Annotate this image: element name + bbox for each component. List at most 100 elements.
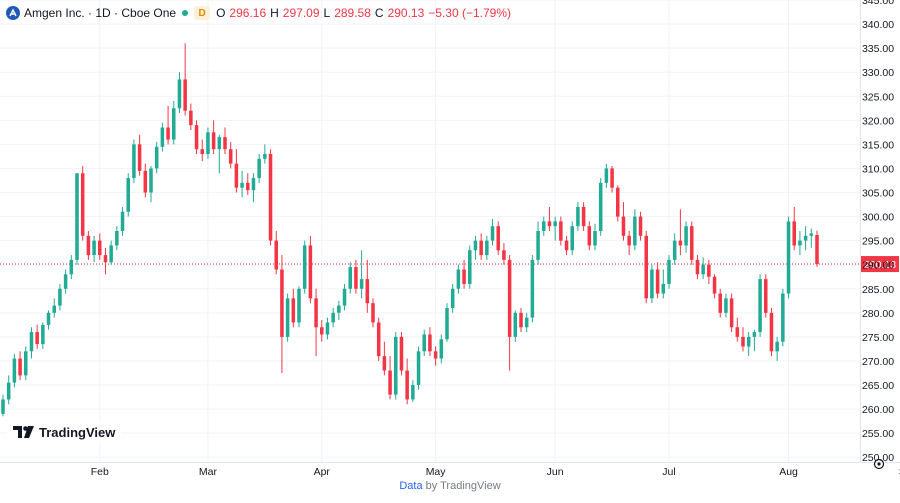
- grid: [0, 0, 860, 462]
- price-tick-label: 285.00: [862, 284, 894, 296]
- candle: [587, 221, 592, 251]
- candle: [416, 346, 421, 390]
- candle: [667, 255, 671, 289]
- candle: [786, 216, 791, 299]
- candle: [35, 324, 39, 349]
- candle: [758, 274, 762, 337]
- candle: [655, 262, 660, 299]
- price-tick-label: 275.00: [862, 332, 894, 344]
- candle: [365, 259, 370, 313]
- candle: [604, 163, 609, 188]
- symbol-legend: Amgen Inc. · 1D · Cboe One D O 296.16 H 29…: [6, 4, 511, 22]
- close-value: 290.13: [387, 6, 425, 20]
- candle: [815, 230, 819, 267]
- candle: [678, 209, 683, 256]
- candle: [581, 202, 586, 231]
- candle: [468, 245, 472, 289]
- candle: [627, 231, 631, 256]
- candle: [473, 235, 478, 260]
- candle: [547, 206, 552, 231]
- tradingview-logo[interactable]: TradingView: [7, 420, 122, 444]
- candle: [137, 134, 142, 176]
- candle: [217, 134, 222, 174]
- time-tick-label: May: [426, 466, 447, 478]
- time-axis[interactable]: FebMarAprMayJunJulAugSepOct: [0, 458, 900, 479]
- candle: [690, 221, 694, 265]
- candle: [570, 221, 574, 256]
- candle: [638, 211, 643, 241]
- candle: [405, 358, 409, 405]
- price-tick-label: 335.00: [862, 43, 894, 55]
- candle: [18, 351, 22, 381]
- candle: [285, 293, 290, 342]
- candle: [6, 375, 11, 405]
- high-label: H: [270, 6, 279, 20]
- candle: [46, 310, 51, 330]
- candle: [314, 288, 318, 357]
- candle: [29, 327, 34, 359]
- candle: [803, 226, 808, 251]
- candle: [1, 394, 5, 417]
- candle: [52, 298, 56, 318]
- candle: [354, 259, 358, 294]
- candle: [593, 223, 597, 251]
- data-link[interactable]: Data: [399, 480, 423, 492]
- candle: [439, 334, 444, 364]
- candle: [115, 226, 119, 251]
- candle: [530, 255, 535, 323]
- chart-settings-icon[interactable]: [873, 458, 885, 470]
- candle: [399, 332, 404, 376]
- candle: [126, 173, 130, 217]
- candle: [729, 293, 734, 333]
- price-tick-label: 345.00: [862, 0, 894, 7]
- tradingview-logo-icon: [13, 426, 34, 438]
- candle: [92, 235, 96, 263]
- candle: [206, 127, 210, 159]
- candle: [388, 356, 392, 400]
- candle: [274, 231, 278, 275]
- candle: [490, 218, 495, 246]
- candle: [559, 216, 563, 246]
- candle: [553, 216, 557, 241]
- candle: [183, 43, 187, 116]
- price-tick-label: 300.00: [862, 212, 894, 224]
- price-axis[interactable]: 250.00 255.00 260.00 265.00 270.00 275.00 280.…: [860, 0, 895, 464]
- candle: [513, 310, 518, 342]
- price-tick-label: 330.00: [862, 67, 894, 79]
- candle: [428, 327, 432, 357]
- candle: [633, 209, 637, 251]
- candle: [223, 127, 227, 154]
- amgen-logo-icon: [6, 6, 20, 20]
- candle: [325, 317, 330, 340]
- last-price-line: 290.13: [0, 256, 899, 273]
- price-tick-label: 340.00: [862, 19, 894, 31]
- candle: [769, 308, 774, 357]
- candle: [576, 202, 580, 231]
- candle: [735, 317, 740, 342]
- price-tick-label: 310.00: [862, 163, 894, 175]
- candle: [519, 308, 523, 333]
- candle: [462, 259, 466, 289]
- candle: [69, 255, 74, 280]
- candle: [143, 163, 148, 198]
- time-tick-label: Feb: [91, 466, 109, 478]
- candle: [672, 233, 677, 265]
- candle: [741, 327, 745, 352]
- candle: [172, 101, 176, 145]
- candle: [348, 262, 352, 294]
- open-label: O: [216, 6, 226, 20]
- time-tick-label: Apr: [314, 466, 331, 478]
- last-price-label: 290.13: [864, 259, 896, 271]
- candle: [752, 329, 757, 352]
- candle: [479, 233, 483, 260]
- candle: [154, 141, 159, 174]
- candle: [644, 231, 648, 304]
- candle: [781, 288, 785, 347]
- symbol-title[interactable]: Amgen Inc. · 1D · Cboe One: [24, 6, 177, 20]
- candle: [211, 120, 216, 154]
- candle: [718, 288, 722, 318]
- candle: [24, 346, 28, 381]
- candle: [109, 240, 113, 265]
